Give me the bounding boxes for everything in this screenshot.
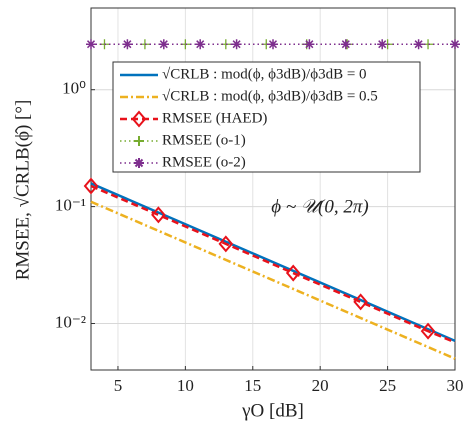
marker [340,39,351,50]
x-tick-label: 15 [244,376,261,395]
marker [268,39,278,50]
series-line [90,200,456,360]
marker [158,39,169,50]
legend-label: √CRLB : mod(ϕ, ϕ3dB)/ϕ3dB = 0 [162,66,367,82]
legend-marker [131,110,147,128]
marker [353,293,368,311]
marker [83,177,99,195]
marker [450,39,460,50]
legend-marker [134,136,144,146]
legend: √CRLB : mod(ϕ, ϕ3dB)/ϕ3dB = 0 √CRLB : mod… [112,61,421,173]
marker [413,39,424,50]
legend-label: RMSEE (o-1) [162,132,246,148]
marker [195,39,206,50]
y-tick-label: 10⁰ [62,79,86,98]
marker [304,39,315,50]
marker [151,206,166,224]
marker [122,39,133,50]
y-tick-label: 10⁻¹ [55,196,86,215]
y-tick-label: 10⁻² [55,312,86,331]
x-tick-label: 30 [447,376,464,395]
series-line [90,182,456,343]
marker [285,264,301,282]
series-line [90,184,456,344]
x-tick-label: 20 [312,376,329,395]
marker [86,39,96,50]
legend-label: √CRLB : mod(ϕ, ϕ3dB)/ϕ3dB = 0.5 [162,88,378,104]
legend-label: RMSEE (HAED) [162,110,267,126]
marker [218,235,234,253]
marker [377,39,388,50]
y-axis-label: RMSEE, √CRLB(ϕ̂) [°] [12,100,33,281]
annotation: ϕ ~ 𝒰(0, 2π) [271,196,368,217]
legend-box [112,61,421,173]
x-axis-label: γO [dB] [241,400,304,421]
marker [231,39,242,50]
x-tick-label: 5 [114,376,123,395]
legend-marker [134,158,144,168]
plot-frame [90,7,456,371]
x-tick-label: 10 [177,376,194,395]
legend-label: RMSEE (o-2) [162,154,246,170]
x-tick-label: 25 [379,376,396,395]
marker [420,322,436,340]
